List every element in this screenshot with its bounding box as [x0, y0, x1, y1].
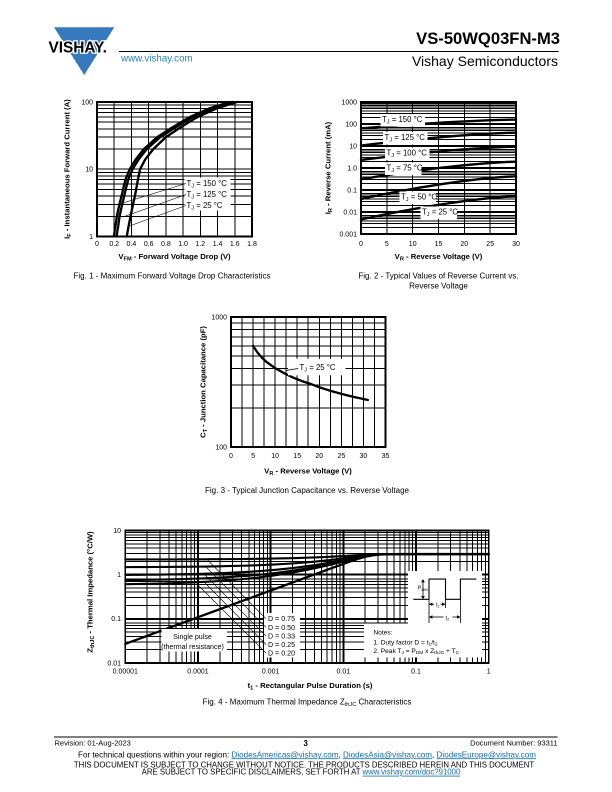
svg-text:Notes:: Notes: — [373, 630, 392, 637]
svg-text:10: 10 — [271, 453, 279, 460]
svg-text:TJ = 50 °C: TJ = 50 °C — [401, 192, 437, 203]
svg-text:2. Peak TJ = PDM x ZthJC + TC: 2. Peak TJ = PDM x ZthJC + TC — [373, 648, 459, 656]
svg-text:TJ = 150 °C: TJ = 150 °C — [187, 179, 228, 190]
svg-text:1.4: 1.4 — [213, 241, 223, 248]
svg-text:t1: t1 — [436, 602, 441, 608]
svg-text:1: 1 — [487, 669, 491, 676]
svg-text:0: 0 — [359, 241, 363, 248]
svg-text:1: 1 — [89, 234, 93, 241]
svg-text:0.8: 0.8 — [161, 241, 171, 248]
svg-text:(thermal resistance): (thermal resistance) — [161, 643, 224, 651]
svg-text:TJ = 75 °C: TJ = 75 °C — [387, 163, 423, 174]
svg-text:5: 5 — [385, 241, 389, 248]
svg-text:20: 20 — [460, 241, 468, 248]
svg-text:VISHAY.: VISHAY. — [49, 40, 107, 57]
svg-text:25: 25 — [486, 241, 494, 248]
svg-text:35: 35 — [382, 453, 390, 460]
svg-text:3: 3 — [304, 739, 309, 748]
svg-text:30: 30 — [360, 453, 368, 460]
svg-text:0.2: 0.2 — [109, 241, 119, 248]
svg-text:D = 0.50: D = 0.50 — [268, 624, 295, 632]
svg-text:1: 1 — [117, 572, 121, 579]
svg-text:ZthJC - Thermal Impedance (°C/: ZthJC - Thermal Impedance (°C/W) — [86, 531, 97, 653]
svg-text:0.00001: 0.00001 — [113, 669, 138, 676]
svg-text:TJ = 125 °C: TJ = 125 °C — [187, 190, 228, 201]
svg-text:10: 10 — [85, 167, 93, 174]
svg-text:TJ = 100 °C: TJ = 100 °C — [387, 148, 428, 159]
svg-text:TJ = 150 °C: TJ = 150 °C — [382, 115, 423, 126]
svg-text:TJ = 125 °C: TJ = 125 °C — [385, 133, 426, 144]
svg-text:Fig. 3 - Typical Junction Capa: Fig. 3 - Typical Junction Capacitance vs… — [205, 486, 410, 495]
svg-text:Revision: 01-Aug-2023: Revision: 01-Aug-2023 — [55, 738, 131, 747]
svg-text:30: 30 — [512, 241, 520, 248]
svg-text:1000: 1000 — [341, 99, 357, 106]
svg-text:VR - Reverse Voltage (V): VR - Reverse Voltage (V) — [264, 467, 352, 478]
svg-text:ARE SUBJECT TO SPECIFIC DISCLA: ARE SUBJECT TO SPECIFIC DISCLAIMERS, SET… — [142, 768, 461, 777]
svg-text:100: 100 — [215, 444, 227, 451]
svg-text:Fig. 2 - Typical Values of Rev: Fig. 2 - Typical Values of Reverse Curre… — [358, 271, 518, 280]
svg-text:D = 0.33: D = 0.33 — [268, 632, 295, 640]
svg-text:D = 0.75: D = 0.75 — [268, 615, 295, 623]
svg-text:PDM: PDM — [418, 586, 428, 592]
svg-text:Document Number: 93311: Document Number: 93311 — [470, 738, 557, 747]
svg-text:100: 100 — [345, 121, 357, 128]
svg-text:15: 15 — [293, 453, 301, 460]
svg-text:0.1: 0.1 — [411, 669, 421, 676]
svg-text:0.1: 0.1 — [347, 187, 357, 194]
svg-text:VS-50WQ03FN-M3: VS-50WQ03FN-M3 — [416, 29, 560, 48]
svg-text:D = 0.20: D = 0.20 — [268, 650, 295, 658]
svg-text:IR - Reverse Current (mA): IR - Reverse Current (mA) — [324, 121, 335, 214]
svg-text:VR - Reverse Voltage (V): VR - Reverse Voltage (V) — [395, 252, 483, 263]
svg-text:Vishay Semiconductors: Vishay Semiconductors — [412, 53, 558, 69]
svg-text:100: 100 — [81, 99, 93, 106]
svg-text:0.01: 0.01 — [107, 660, 121, 667]
svg-text:10: 10 — [349, 143, 357, 150]
svg-text:CT - Junction Capacitance (pF): CT - Junction Capacitance (pF) — [199, 326, 210, 438]
svg-text:20: 20 — [315, 453, 323, 460]
svg-text:0: 0 — [95, 241, 99, 248]
svg-text:10: 10 — [113, 528, 121, 535]
svg-text:D = 0.25: D = 0.25 — [268, 641, 295, 649]
svg-text:Fig. 4 - Maximum Thermal Imped: Fig. 4 - Maximum Thermal Impedance ZthJC… — [203, 698, 412, 709]
svg-text:15: 15 — [435, 241, 443, 248]
svg-text:0.01: 0.01 — [336, 669, 350, 676]
svg-text:0.6: 0.6 — [144, 241, 154, 248]
svg-text:1.6: 1.6 — [230, 241, 240, 248]
svg-text:VFM - Forward Voltage Drop (V): VFM - Forward Voltage Drop (V) — [118, 252, 231, 263]
svg-text:0: 0 — [229, 453, 233, 460]
svg-text:IF - Instantaneous Forward Cur: IF - Instantaneous Forward Current (A) — [63, 99, 74, 239]
svg-text:Fig. 1 - Maximum Forward Volta: Fig. 1 - Maximum Forward Voltage Drop Ch… — [74, 271, 271, 280]
svg-text:TJ = 25 °C: TJ = 25 °C — [187, 201, 223, 212]
svg-text:1.0: 1.0 — [347, 165, 357, 172]
svg-text:1. Duty factor D = t1/t2: 1. Duty factor D = t1/t2 — [373, 639, 438, 647]
svg-text:Reverse Voltage: Reverse Voltage — [409, 281, 468, 290]
svg-text:1.8: 1.8 — [247, 241, 257, 248]
svg-text:10: 10 — [409, 241, 417, 248]
svg-text:TJ = 25 °C: TJ = 25 °C — [422, 207, 458, 218]
svg-text:Single pulse: Single pulse — [173, 633, 212, 641]
svg-text:0.001: 0.001 — [262, 669, 280, 676]
svg-text:0.001: 0.001 — [339, 231, 357, 238]
svg-text:25: 25 — [338, 453, 346, 460]
svg-text:1000: 1000 — [211, 314, 227, 321]
svg-text:0.01: 0.01 — [343, 209, 357, 216]
svg-text:www.vishay.com: www.vishay.com — [120, 54, 193, 65]
svg-text:0.4: 0.4 — [127, 241, 137, 248]
svg-text:t2: t2 — [446, 615, 451, 621]
svg-text:TJ = 25 °C: TJ = 25 °C — [300, 363, 336, 374]
svg-text:0.1: 0.1 — [111, 616, 121, 623]
svg-text:0.0001: 0.0001 — [187, 669, 209, 676]
svg-text:For technical questions within: For technical questions within your regi… — [78, 750, 536, 759]
svg-text:5: 5 — [251, 453, 255, 460]
svg-text:t1 - Rectangular Pulse Duratio: t1 - Rectangular Pulse Duration (s) — [248, 681, 373, 692]
svg-text:1.0: 1.0 — [178, 241, 188, 248]
svg-text:1.2: 1.2 — [195, 241, 205, 248]
svg-text:THIS DOCUMENT IS SUBJECT TO CH: THIS DOCUMENT IS SUBJECT TO CHANGE WITHO… — [74, 760, 535, 769]
